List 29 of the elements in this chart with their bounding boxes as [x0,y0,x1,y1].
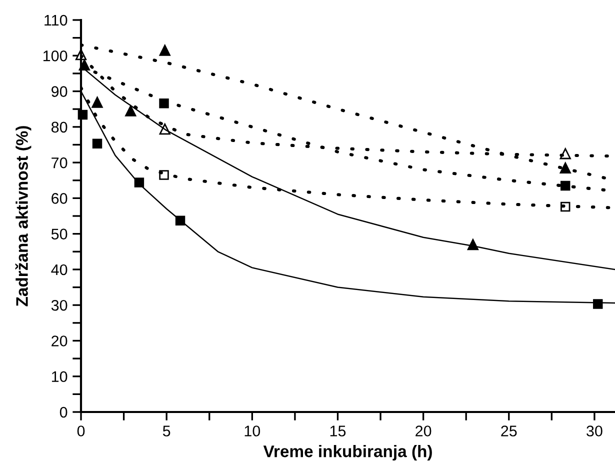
x-axis-title: Vreme inkubiranja (h) [263,444,432,461]
y-tick-label: 110 [44,14,68,26]
y-tick-label: 100 [43,50,68,62]
y-tick-label: 0 [60,406,68,418]
x-tick-label: 0 [77,426,85,436]
y-tick-label: 90 [52,86,68,97]
y-tick-label: 50 [51,228,68,240]
x-tick-label: 30 [586,426,602,436]
x-tick-label: 20 [416,426,432,436]
point [159,44,170,56]
y-tick-label: 30 [51,300,68,311]
y-axis-title: Zadržana aktivnost (%) [15,126,32,306]
point [92,138,102,149]
x-tick-label: 25 [501,426,517,436]
y-tick-label: 40 [51,264,68,276]
y-tick-label: 20 [52,336,68,346]
y-tick-label: 70 [52,157,68,168]
x-tick-label: 15 [330,426,346,436]
y-tick-label: 60 [52,193,68,204]
point [560,148,571,160]
x-tick-label: 5 [162,426,170,436]
point [560,162,571,174]
point [125,105,136,116]
point [159,98,169,108]
y-tick-label: 10 [52,371,68,382]
point [92,96,103,108]
y-tick-label: 80 [51,122,68,133]
point [560,180,570,191]
x-tick-label: 10 [244,426,260,436]
